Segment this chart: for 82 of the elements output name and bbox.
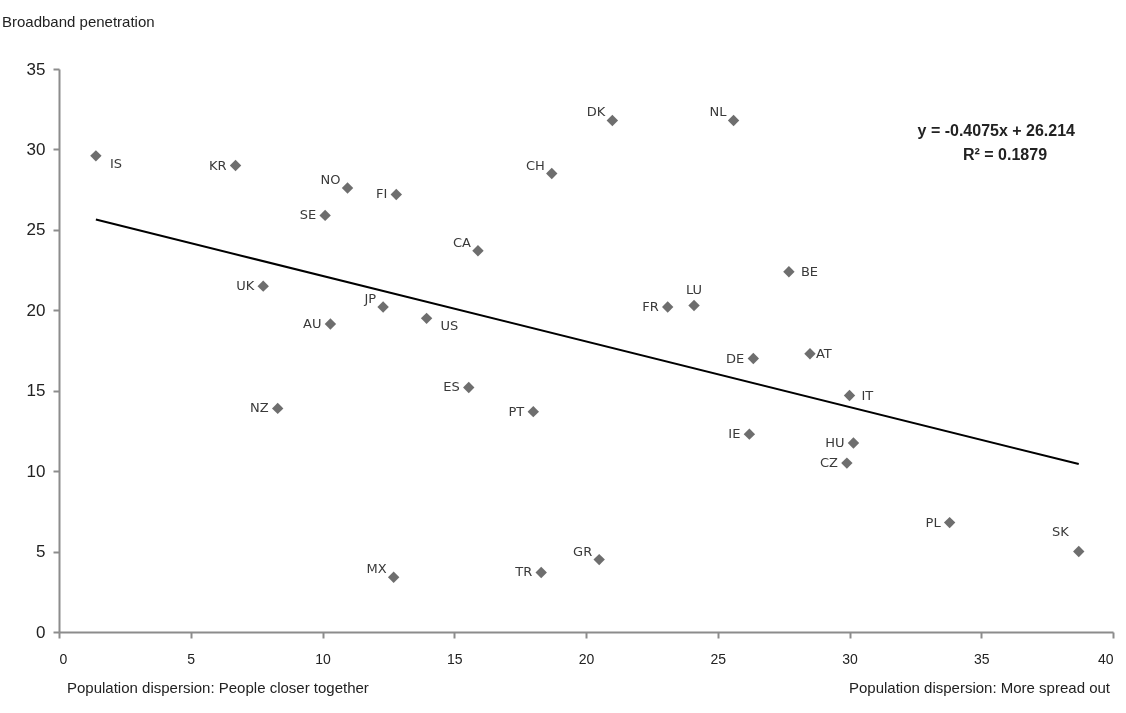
x-tick-label: 30: [842, 650, 858, 667]
point: [387, 571, 400, 584]
point: [90, 150, 102, 162]
data-label: HU: [825, 434, 845, 450]
data-label: FR: [642, 299, 659, 315]
data-label: ES: [443, 379, 460, 395]
point: [841, 457, 853, 469]
data-label: IT: [861, 387, 874, 403]
point: [606, 114, 619, 127]
point: [943, 516, 956, 529]
x-tick-label: 20: [578, 650, 595, 667]
data-label: LU: [685, 282, 703, 298]
point: [727, 114, 740, 127]
point: [341, 182, 354, 194]
x-tick-label: 35: [973, 650, 990, 667]
point: [593, 553, 605, 566]
y-tick-label: 10: [26, 461, 46, 481]
x-tick-label: 5: [187, 650, 196, 667]
y-tick-label: 15: [26, 381, 46, 401]
data-label: CZ: [819, 455, 838, 471]
y-tick-label: 0: [36, 622, 46, 642]
data-label: DK: [586, 104, 606, 120]
point: [847, 437, 860, 449]
point: [463, 381, 475, 394]
point: [257, 280, 269, 292]
point: [747, 352, 760, 365]
annotation: y = -0.4075x + 26.214: [917, 122, 1076, 139]
point: [804, 348, 816, 360]
point: [319, 209, 331, 222]
x-tick-label: 0: [59, 650, 68, 667]
data-label: NL: [709, 104, 728, 120]
annotation: R² = 0.1879: [962, 146, 1048, 163]
x-tick-label: 40: [1097, 650, 1114, 667]
text: Population dispersion: More spread out: [849, 679, 1111, 696]
data-label: NO: [320, 172, 341, 188]
data-label: TR: [514, 564, 533, 580]
point: [324, 318, 337, 330]
point: [743, 428, 756, 440]
data-label: DE: [726, 350, 745, 366]
data-label: GR: [573, 543, 593, 559]
data-label: FI: [375, 186, 388, 202]
data-label: AT: [815, 345, 832, 361]
point: [472, 245, 484, 257]
y-tick-label: 5: [36, 542, 46, 562]
point: [272, 402, 284, 415]
data-label: PL: [925, 514, 942, 530]
point: [546, 167, 558, 180]
x-tick-label: 10: [315, 650, 331, 667]
point: [535, 566, 547, 579]
y-axis-title: Broadband penetration: [2, 13, 155, 30]
point: [661, 301, 674, 313]
data-label: BE: [800, 263, 819, 279]
data-label: SE: [299, 207, 317, 223]
y-tick-label: 25: [26, 220, 46, 240]
point: [688, 299, 700, 312]
data-label: CH: [525, 157, 545, 173]
data-label: IE: [728, 426, 741, 442]
point: [229, 159, 242, 172]
y-tick-label: 30: [26, 139, 46, 159]
y-tick-label: 20: [26, 300, 46, 320]
point: [420, 312, 433, 325]
point: [527, 405, 539, 418]
data-label: MX: [366, 561, 387, 577]
data-label: SK: [1051, 523, 1070, 539]
data-label: IS: [109, 155, 122, 171]
data-label: PT: [508, 403, 525, 419]
y-tick-label: 35: [26, 59, 46, 79]
data-label: CA: [452, 234, 472, 250]
x-tick-label: 25: [710, 650, 727, 667]
data-label: US: [440, 318, 459, 334]
data-label: AU: [302, 315, 322, 331]
data-label: UK: [236, 278, 255, 294]
point: [1073, 545, 1085, 558]
data-label: NZ: [250, 400, 269, 416]
point: [843, 389, 856, 402]
text: Population dispersion: People closer together: [67, 679, 369, 696]
x-tick-label: 15: [446, 650, 463, 667]
point: [390, 188, 402, 201]
point: [377, 301, 389, 313]
data-label: JP: [363, 291, 377, 307]
point: [783, 265, 795, 278]
data-label: KR: [208, 157, 227, 173]
